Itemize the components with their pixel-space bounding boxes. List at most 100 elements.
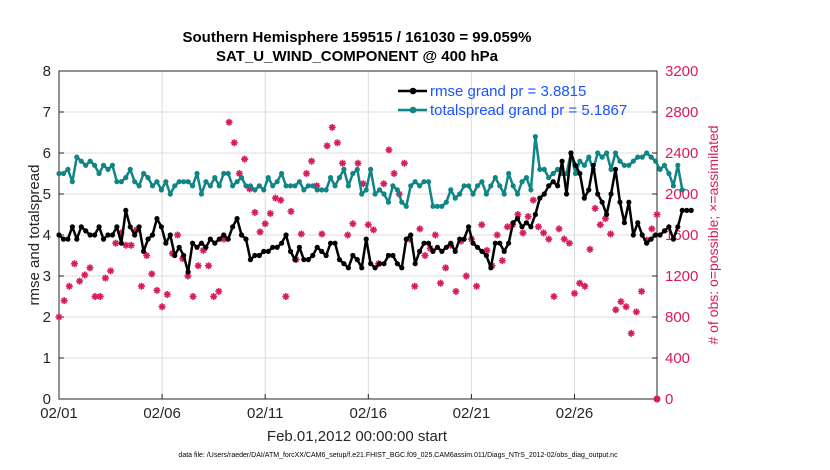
totalspread-point: [408, 183, 414, 189]
obs-point: [189, 293, 197, 300]
totalspread-point: [555, 166, 561, 172]
obs-point: [339, 159, 347, 167]
totalspread-point: [483, 191, 489, 197]
y-tick-label-right: 1200: [665, 268, 698, 285]
obs-point: [390, 170, 398, 177]
totalspread-point: [163, 179, 169, 185]
rmse-point: [247, 257, 254, 263]
rmse-point: [296, 244, 303, 250]
legend-rmse-marker-icon: [409, 87, 417, 95]
totalspread-point: [118, 179, 124, 185]
obs-point: [205, 262, 212, 270]
rmse-point: [675, 224, 681, 230]
totalspread-point: [305, 183, 311, 189]
x-tick-label: 02/16: [350, 405, 388, 422]
obs-point: [493, 231, 501, 239]
totalspread-point: [470, 191, 476, 197]
rmse-point: [252, 252, 258, 259]
obs-point: [101, 274, 109, 282]
rmse-point: [105, 232, 111, 238]
obs-point: [555, 225, 563, 233]
rmse-point: [465, 224, 472, 230]
rmse-point: [154, 216, 160, 222]
obs-point: [612, 306, 620, 314]
rmse-point: [550, 179, 556, 185]
obs-point: [70, 260, 78, 268]
totalspread-point: [310, 183, 316, 189]
rmse-point: [345, 265, 351, 271]
rmse-point: [283, 232, 289, 238]
obs-point: [638, 287, 646, 295]
totalspread-point: [212, 175, 218, 181]
obs-point: [560, 235, 568, 243]
x-tick-label: 02/01: [40, 405, 78, 422]
obs-point: [344, 231, 352, 239]
obs-point: [277, 196, 285, 204]
legend: rmse grand pr = 3.8815 totalspread grand…: [398, 83, 627, 119]
obs-point: [349, 220, 357, 228]
rmse-point: [666, 224, 672, 230]
rmse-point: [448, 240, 454, 246]
totalspread-point: [368, 166, 374, 172]
rmse-point: [417, 248, 423, 254]
obs-point: [529, 196, 537, 204]
totalspread-point: [523, 175, 530, 181]
rmse-point: [461, 236, 467, 242]
totalspread-point: [132, 179, 138, 185]
obs-point: [627, 329, 635, 337]
rmse-point: [238, 232, 245, 238]
rmse-point: [626, 199, 632, 205]
totalspread-point: [572, 170, 579, 177]
rmse-point: [452, 248, 458, 254]
totalspread-point: [136, 183, 142, 189]
obs-point: [431, 231, 439, 239]
totalspread-point: [434, 203, 441, 209]
rmse-point: [350, 252, 356, 259]
rmse-point: [83, 228, 89, 234]
rmse-point: [617, 199, 623, 205]
rmse-point: [621, 220, 628, 226]
totalspread-point: [376, 187, 383, 193]
rmse-point: [497, 240, 503, 246]
rmse-point: [301, 257, 307, 263]
totalspread-point: [403, 203, 409, 209]
obs-point: [272, 194, 280, 202]
obs-point: [411, 282, 419, 290]
rmse-point: [474, 244, 481, 250]
obs-point: [519, 229, 527, 237]
y-tick-label-left: 3: [43, 268, 51, 285]
obs-point: [318, 230, 326, 238]
rmse-point: [163, 240, 169, 246]
rmse-point: [74, 236, 80, 242]
obs-point: [174, 231, 182, 239]
obs-point: [524, 213, 532, 221]
obs-point: [148, 270, 156, 278]
rmse-point: [225, 236, 231, 242]
totalspread-point: [425, 179, 432, 185]
obs-point: [86, 264, 94, 272]
totalspread-point: [221, 170, 227, 177]
rmse-point: [648, 236, 654, 242]
y-tick-label-right: 2000: [665, 186, 698, 203]
rmse-point: [546, 183, 552, 189]
totalspread-point: [314, 187, 320, 193]
rmse-point: [434, 244, 441, 250]
obs-point: [256, 228, 264, 236]
rmse-point: [430, 248, 436, 254]
totalspread-point: [154, 179, 160, 185]
rmse-point: [363, 236, 369, 242]
obs-point: [591, 204, 599, 212]
totalspread-point: [635, 154, 641, 160]
y-ticks-left: 0 1 2 3 4 5 6 7 8: [43, 63, 64, 408]
totalspread-point: [577, 158, 583, 164]
rmse-point: [385, 252, 392, 259]
totalspread-point: [149, 183, 156, 189]
rmse-point: [684, 207, 690, 213]
totalspread-point: [399, 199, 405, 205]
y-tick-label-left: 2: [43, 309, 51, 326]
rmse-point: [603, 211, 610, 218]
totalspread-point: [465, 183, 472, 189]
obs-point: [328, 123, 336, 131]
obs-point: [76, 277, 84, 285]
